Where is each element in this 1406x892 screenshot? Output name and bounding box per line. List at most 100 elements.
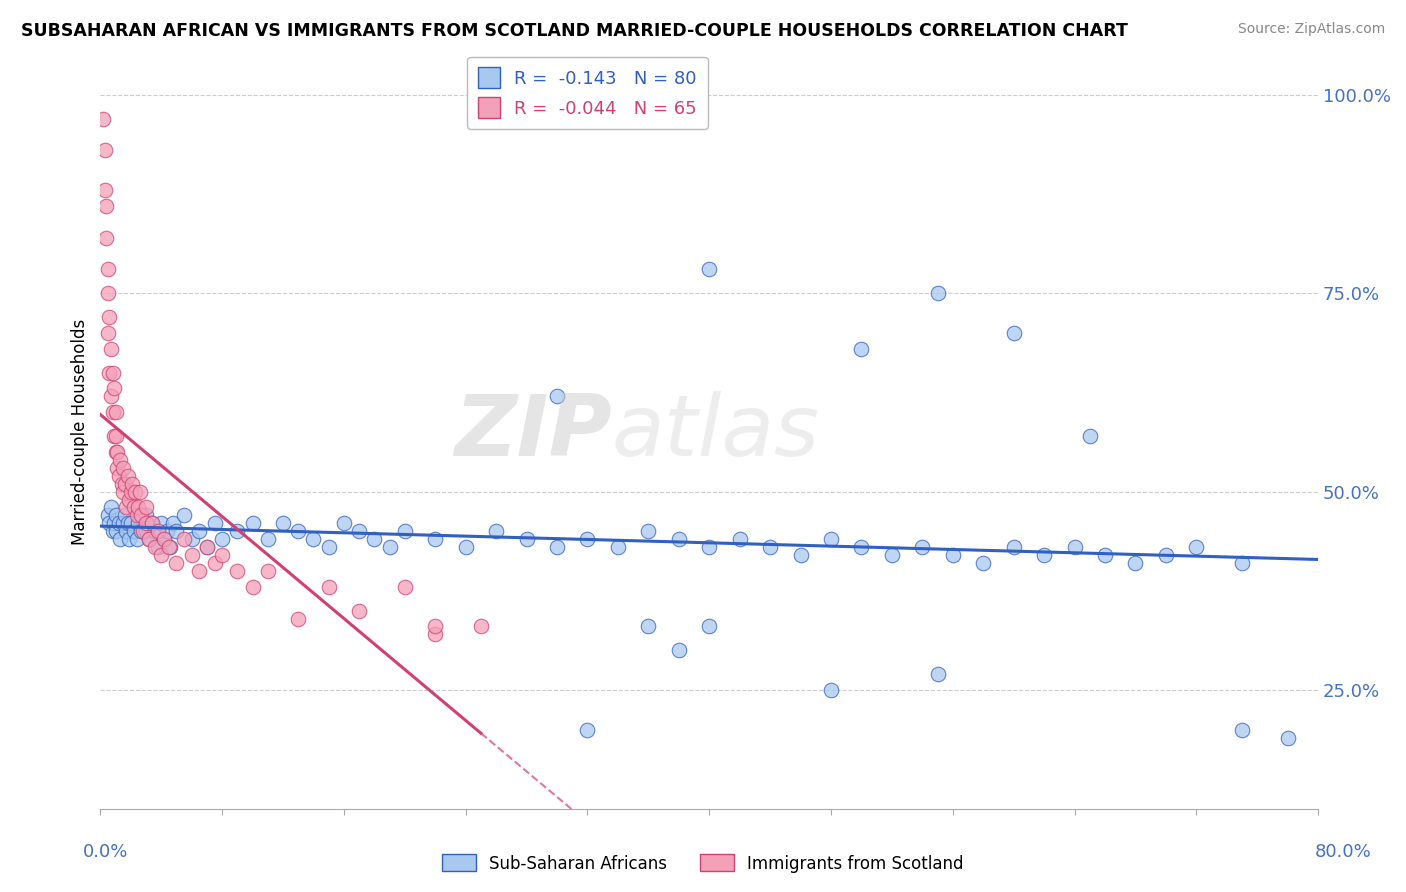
Point <box>166 524 188 539</box>
Point <box>242 516 264 531</box>
Point <box>117 516 139 531</box>
Point <box>637 524 659 539</box>
Point <box>104 508 127 523</box>
Point <box>132 524 155 539</box>
Point <box>425 627 447 641</box>
Point <box>93 112 115 126</box>
Point <box>347 604 370 618</box>
Point <box>195 540 218 554</box>
Point <box>851 540 873 554</box>
Point <box>820 683 842 698</box>
Point <box>318 580 340 594</box>
Point <box>103 381 125 395</box>
Point <box>135 500 157 515</box>
Point <box>100 389 122 403</box>
Point <box>226 564 249 578</box>
Point <box>148 540 170 554</box>
Point <box>101 405 124 419</box>
Point <box>157 540 180 554</box>
Point <box>173 532 195 546</box>
Point <box>124 484 146 499</box>
Y-axis label: Married-couple Households: Married-couple Households <box>72 319 89 545</box>
Point <box>105 460 128 475</box>
Point <box>112 460 135 475</box>
Point <box>394 524 416 539</box>
Point <box>576 723 599 737</box>
Point <box>927 667 949 681</box>
Point <box>104 429 127 443</box>
Point <box>122 500 145 515</box>
Point <box>759 540 782 554</box>
Point <box>204 516 226 531</box>
Point <box>135 508 157 523</box>
Point <box>271 516 294 531</box>
Point <box>162 516 184 531</box>
Point <box>112 516 135 531</box>
Point <box>820 532 842 546</box>
Point <box>425 532 447 546</box>
Point <box>942 548 965 562</box>
Point <box>105 445 128 459</box>
Point <box>98 516 121 531</box>
Point <box>927 286 949 301</box>
Point <box>1094 548 1116 562</box>
Point <box>131 508 153 523</box>
Point <box>880 548 903 562</box>
Point <box>97 286 120 301</box>
Point <box>100 500 122 515</box>
Legend: R =  -0.143   N = 80, R =  -0.044   N = 65: R = -0.143 N = 80, R = -0.044 N = 65 <box>467 56 707 129</box>
Point <box>120 484 142 499</box>
Point <box>101 366 124 380</box>
Point <box>135 524 157 539</box>
Point <box>697 619 720 633</box>
Point <box>148 524 170 539</box>
Point <box>104 524 127 539</box>
Point <box>100 342 122 356</box>
Point <box>378 540 401 554</box>
Point <box>1277 731 1299 745</box>
Point <box>115 500 138 515</box>
Point <box>1002 326 1025 340</box>
Point <box>108 532 131 546</box>
Text: ZIP: ZIP <box>454 391 612 474</box>
Point <box>195 540 218 554</box>
Point <box>129 484 152 499</box>
Legend: Sub-Saharan Africans, Immigrants from Scotland: Sub-Saharan Africans, Immigrants from Sc… <box>436 847 970 880</box>
Point <box>138 532 160 546</box>
Point <box>114 508 136 523</box>
Point <box>101 524 124 539</box>
Point <box>516 532 538 546</box>
Point <box>127 516 149 531</box>
Point <box>697 540 720 554</box>
Point <box>94 183 117 197</box>
Text: Source: ZipAtlas.com: Source: ZipAtlas.com <box>1237 22 1385 37</box>
Point <box>911 540 934 554</box>
Point <box>256 532 278 546</box>
Point <box>159 540 181 554</box>
Point <box>120 516 142 531</box>
Point <box>121 476 143 491</box>
Point <box>668 643 690 657</box>
Text: atlas: atlas <box>612 391 820 474</box>
Point <box>454 540 477 554</box>
Point <box>141 516 163 531</box>
Point <box>637 619 659 633</box>
Point <box>96 199 118 213</box>
Point <box>211 548 233 562</box>
Point <box>111 476 134 491</box>
Point <box>211 532 233 546</box>
Point <box>546 389 568 403</box>
Point <box>104 405 127 419</box>
Point <box>1230 556 1253 570</box>
Point <box>108 453 131 467</box>
Point <box>103 516 125 531</box>
Point <box>188 564 211 578</box>
Point <box>107 516 129 531</box>
Point <box>156 524 179 539</box>
Point <box>97 326 120 340</box>
Point <box>150 516 173 531</box>
Text: 0.0%: 0.0% <box>83 843 128 861</box>
Point <box>347 524 370 539</box>
Point <box>576 532 599 546</box>
Point <box>153 532 176 546</box>
